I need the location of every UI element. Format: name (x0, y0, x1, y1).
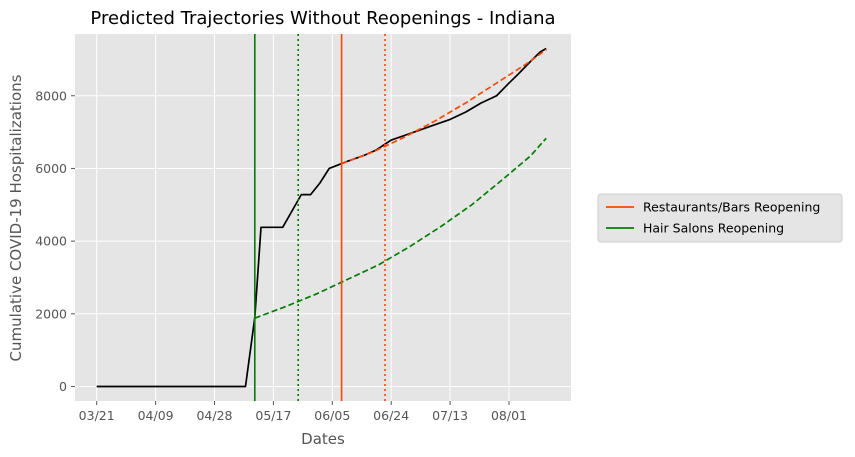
legend-label-restaurants: Restaurants/Bars Reopening (643, 200, 820, 215)
x-tick-label: 04/09 (138, 408, 174, 423)
series-line-predicted-no-restaurants (341, 48, 547, 165)
x-tick-labels: 03/21 04/09 04/28 05/17 06/05 06/24 07/13 08/01 (79, 401, 527, 423)
y-tick-label: 8000 (35, 88, 67, 103)
x-tick-label: 06/24 (373, 408, 409, 423)
x-tick-label: 05/17 (255, 408, 291, 423)
y-axis-title: Cumulative COVID-19 Hospitalizations (7, 74, 25, 361)
y-tick-label: 6000 (35, 161, 67, 176)
x-tick-label: 03/21 (79, 408, 115, 423)
x-tick-label: 07/13 (432, 408, 468, 423)
y-tick-label: 0 (59, 379, 67, 394)
chart-title: Predicted Trajectories Without Reopening… (90, 8, 555, 29)
x-tick-label: 04/28 (196, 408, 232, 423)
x-axis-title: Dates (301, 430, 345, 448)
reopening-lines (254, 34, 386, 401)
x-tick-label: 08/01 (491, 408, 527, 423)
plot-background (75, 34, 571, 401)
grid-lines (75, 34, 571, 401)
legend-label-hair-salons: Hair Salons Reopening (643, 221, 784, 236)
y-tick-labels: 0 2000 4000 6000 8000 (35, 88, 75, 394)
y-tick-label: 4000 (35, 234, 67, 249)
legend-box (597, 193, 843, 243)
legend: Restaurants/Bars Reopening Hair Salons R… (597, 193, 843, 243)
x-tick-label: 06/05 (314, 408, 350, 423)
series-line-predicted-no-hair-salons (254, 137, 547, 319)
series-layer (96, 47, 547, 388)
y-tick-label: 2000 (35, 306, 67, 321)
